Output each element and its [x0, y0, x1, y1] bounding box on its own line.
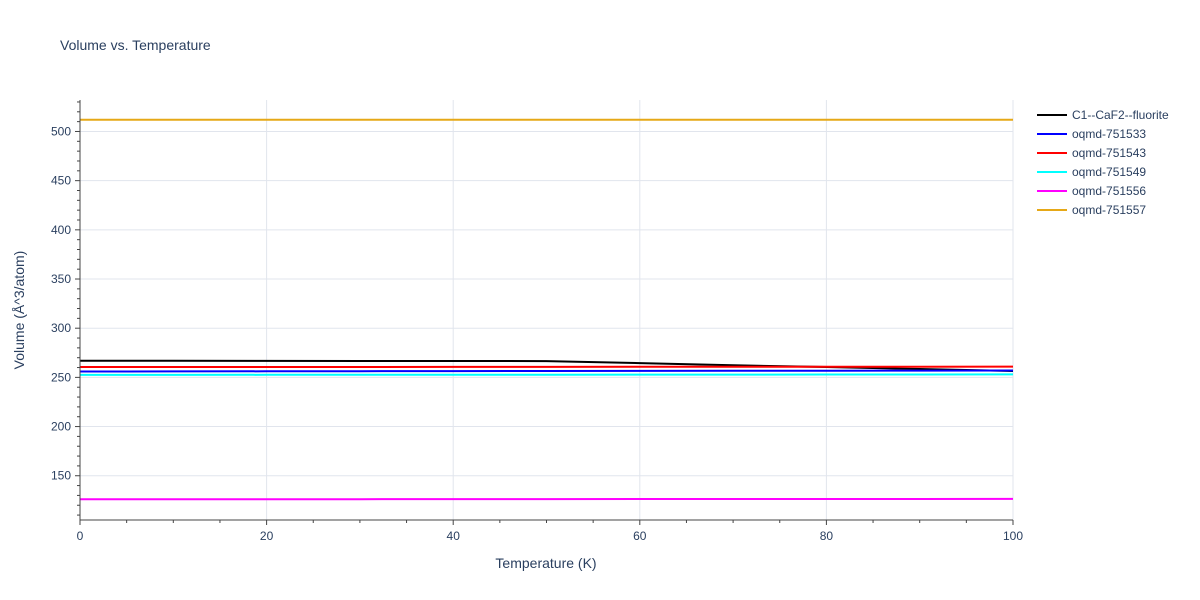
- y-tick-label: 400: [51, 223, 71, 237]
- chart-title: Volume vs. Temperature: [60, 37, 211, 53]
- y-tick-label: 300: [51, 321, 71, 335]
- x-tick-label: 60: [633, 529, 647, 543]
- legend-item[interactable]: C1--CaF2--fluorite: [1037, 108, 1169, 122]
- legend-item[interactable]: oqmd-751549: [1037, 165, 1146, 179]
- x-tick-label: 80: [820, 529, 834, 543]
- legend-label: oqmd-751543: [1072, 146, 1146, 160]
- legend-label: oqmd-751549: [1072, 165, 1146, 179]
- y-tick-label: 200: [51, 420, 71, 434]
- legend-label: oqmd-751556: [1072, 184, 1146, 198]
- y-tick-label: 350: [51, 272, 71, 286]
- legend-label: C1--CaF2--fluorite: [1072, 108, 1169, 122]
- series-line-oqmd-751533: [79, 369, 1014, 373]
- legend-label: oqmd-751533: [1072, 127, 1146, 141]
- y-tick-label: 250: [51, 370, 71, 384]
- plot-area: [79, 118, 1014, 501]
- series-line-oqmd-751549: [80, 373, 1014, 376]
- legend-label: oqmd-751557: [1072, 203, 1146, 217]
- x-tick-label: 40: [447, 529, 461, 543]
- legend[interactable]: C1--CaF2--fluorite oqmd-751533 oqmd-751543…: [1037, 108, 1169, 217]
- x-tick-label: 0: [77, 529, 84, 543]
- axes: 0 20 40 60 80 100 150 200 250 300 350 400 450 500: [51, 100, 1023, 543]
- legend-item[interactable]: oqmd-751533: [1037, 127, 1146, 141]
- legend-item[interactable]: oqmd-751556: [1037, 184, 1146, 198]
- y-axis-title: Volume (Å^3/atom): [11, 251, 27, 370]
- legend-item[interactable]: oqmd-751543: [1037, 146, 1146, 160]
- y-tick-label: 500: [51, 124, 71, 138]
- y-tick-label: 450: [51, 174, 71, 188]
- legend-item[interactable]: oqmd-751557: [1037, 203, 1146, 217]
- x-tick-label: 100: [1003, 529, 1023, 543]
- x-tick-label: 20: [260, 529, 274, 543]
- x-axis-title: Temperature (K): [495, 555, 596, 571]
- y-tick-label: 150: [51, 469, 71, 483]
- grid-lines: [80, 100, 1014, 520]
